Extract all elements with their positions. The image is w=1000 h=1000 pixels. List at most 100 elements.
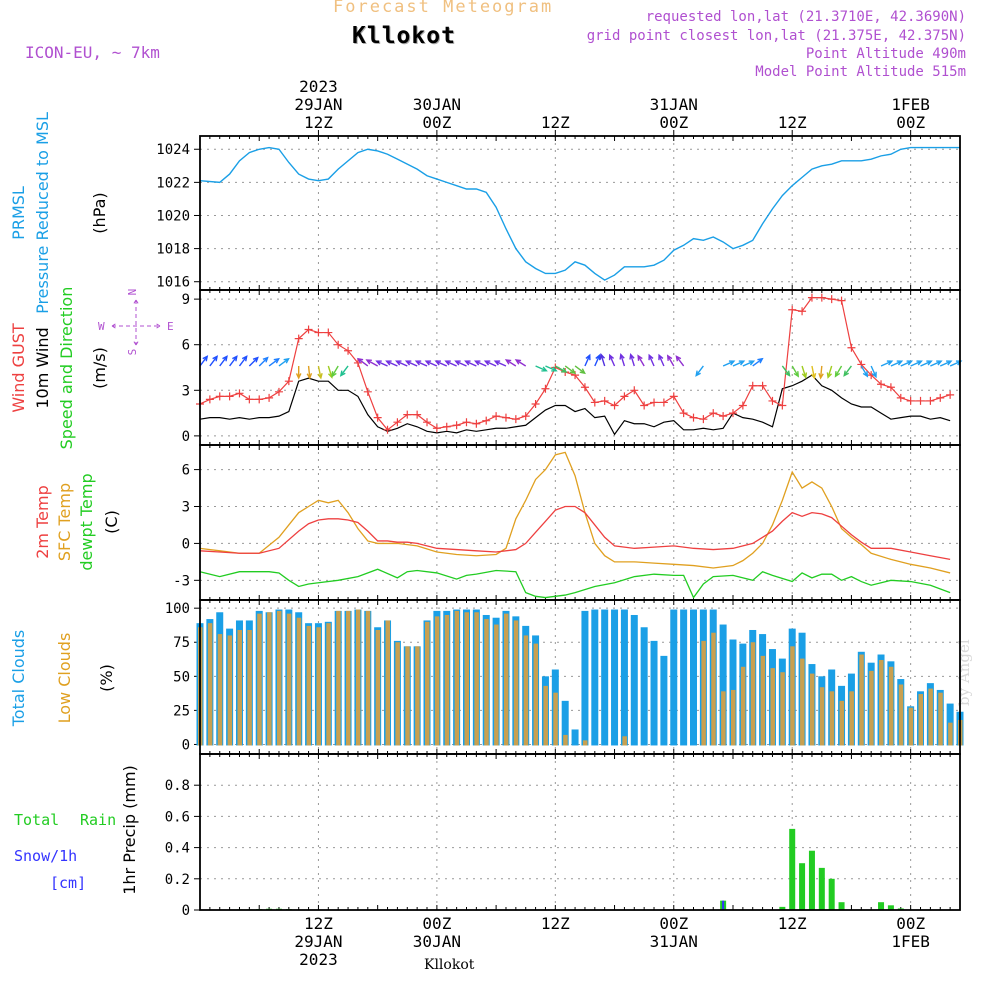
- low-cloud-bar: [316, 627, 321, 746]
- gust-marker: [373, 413, 382, 422]
- wind-arrow: [843, 365, 852, 377]
- gust-marker: [462, 418, 471, 427]
- rain-bar: [808, 850, 815, 910]
- wind-arrow: [424, 360, 438, 367]
- y-tick-label: 3: [182, 500, 190, 516]
- y-tick-label: 75: [173, 635, 190, 651]
- rain-bar: [779, 906, 786, 910]
- wind-arrow: [722, 360, 736, 367]
- rain-bar: [828, 878, 835, 910]
- wind-arrow: [695, 365, 704, 377]
- low-cloud-bar: [849, 691, 854, 746]
- low-cloud-bar: [948, 722, 953, 746]
- panel-precip: 0 0.2 0.4 0.6 0.8: [165, 754, 960, 919]
- wind-arrow: [860, 365, 869, 378]
- precip-snow-label: Snow/1h: [14, 847, 77, 865]
- gust-marker: [689, 413, 698, 422]
- wind-arrow: [939, 360, 953, 367]
- wind-arrow: [209, 355, 219, 367]
- wind-arrow: [434, 360, 448, 367]
- bottom-time-label: 29JAN: [294, 932, 342, 951]
- panel-frame: [199, 753, 961, 911]
- gust-marker: [679, 409, 688, 418]
- low-cloud-bar: [336, 610, 341, 746]
- bottom-time-label: 2023: [299, 950, 338, 969]
- gust-marker: [235, 389, 244, 398]
- wind-arrow: [900, 360, 914, 367]
- gust-marker: [501, 413, 510, 422]
- low-cloud-bar: [227, 635, 233, 746]
- top-time-label: 31JAN: [650, 95, 698, 114]
- panel-frame: [199, 289, 961, 446]
- rain-bar: [887, 905, 894, 910]
- precip-snow-unit: [cm]: [50, 874, 86, 892]
- low-cloud-bar: [523, 635, 529, 746]
- wind-arrow: [375, 360, 388, 367]
- chart-title: Forecast Meteogram: [333, 0, 554, 17]
- gust-marker: [215, 392, 224, 401]
- gust-marker: [788, 305, 797, 314]
- low-cloud-bar: [405, 646, 410, 746]
- compass-south: S: [126, 349, 139, 356]
- low-cloud-bar: [819, 687, 825, 746]
- wind-arrow: [742, 360, 756, 367]
- clouds-unit: (%): [97, 664, 116, 692]
- low-cloud-bar: [869, 670, 874, 746]
- gust-marker: [758, 381, 767, 390]
- gust-marker: [531, 399, 540, 408]
- wind-arrow: [910, 360, 923, 367]
- pressure-label-prmsl: PRMSL: [9, 186, 28, 240]
- gust-marker: [225, 392, 234, 401]
- low-cloud-bar: [494, 624, 499, 746]
- low-cloud-bar: [622, 736, 627, 746]
- low-cloud-bar: [938, 692, 943, 746]
- gust-marker: [896, 393, 905, 402]
- wind-arrow: [454, 360, 467, 367]
- y-tick-label: 100: [165, 601, 190, 617]
- low-cloud-bar: [780, 672, 785, 746]
- low-cloud-bar: [454, 610, 460, 746]
- low-cloud-bar: [790, 646, 795, 746]
- y-tick-label: 0: [182, 903, 190, 919]
- gust-marker: [442, 422, 451, 431]
- gust-marker: [946, 390, 955, 399]
- wind-arrow: [752, 357, 764, 367]
- model-altitude: Model Point Altitude 515m: [755, 64, 966, 80]
- low-cloud-bar: [395, 642, 400, 746]
- wind-arrow: [339, 365, 349, 377]
- total-cloud-bar: [690, 609, 698, 746]
- y-tick-label: 1024: [156, 142, 190, 158]
- gust-marker: [709, 409, 718, 418]
- gust-marker: [916, 396, 925, 405]
- rain-bar: [789, 828, 796, 910]
- rain-bar: [838, 902, 845, 910]
- temp-2m-line: [199, 505, 951, 561]
- wind-arrow: [219, 355, 228, 367]
- low-cloud-bar: [257, 613, 262, 746]
- low-cloud-bar: [740, 666, 746, 746]
- y-tick-label: 50: [173, 669, 190, 685]
- y-tick-label: 0.4: [165, 841, 190, 857]
- gust-marker: [778, 401, 787, 410]
- wind-arrow: [545, 365, 558, 372]
- wind-unit: (m/s): [90, 347, 109, 389]
- top-time-label: 29JAN: [294, 95, 342, 114]
- y-tick-label: 0: [182, 737, 190, 753]
- low-cloud-bar: [385, 620, 391, 746]
- gust-marker: [521, 412, 530, 421]
- y-tick-label: 9: [182, 292, 190, 308]
- gust-marker: [541, 384, 550, 393]
- gust-marker: [600, 396, 609, 405]
- gust-marker: [334, 340, 343, 349]
- low-cloud-bar: [513, 620, 519, 746]
- bottom-time-label: 12Z: [304, 914, 333, 933]
- wind-arrow: [514, 359, 527, 367]
- gust-marker: [255, 395, 264, 404]
- total-cloud-bar: [719, 624, 727, 746]
- wind-arrow: [890, 360, 904, 367]
- low-cloud-bar: [346, 610, 351, 746]
- gust-marker: [482, 416, 491, 425]
- requested-coords: requested lon,lat (21.3710E, 42.3690N): [645, 9, 966, 25]
- wind-arrow: [395, 360, 408, 367]
